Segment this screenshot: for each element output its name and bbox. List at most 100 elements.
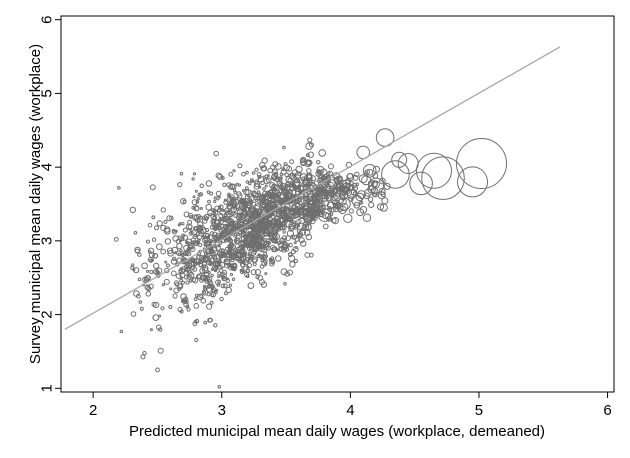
data-point bbox=[223, 198, 227, 202]
x-tick-label: 3 bbox=[218, 402, 226, 419]
data-point bbox=[147, 247, 155, 254]
data-point bbox=[227, 192, 231, 197]
data-point bbox=[262, 175, 266, 180]
data-point bbox=[160, 207, 167, 213]
data-point bbox=[149, 328, 153, 332]
data-point bbox=[304, 160, 312, 168]
data-point bbox=[245, 180, 250, 184]
data-point bbox=[288, 242, 293, 248]
data-point bbox=[391, 151, 408, 168]
data-point bbox=[261, 199, 267, 206]
data-point bbox=[256, 254, 261, 259]
data-point bbox=[195, 200, 200, 204]
data-point bbox=[175, 273, 182, 280]
data-point bbox=[136, 293, 141, 299]
data-point bbox=[284, 184, 291, 191]
y-tick-label: 2 bbox=[39, 310, 56, 318]
data-point bbox=[372, 165, 380, 173]
data-point bbox=[189, 215, 193, 219]
data-point bbox=[269, 237, 275, 242]
data-point bbox=[285, 243, 290, 248]
data-point bbox=[156, 270, 160, 274]
data-point bbox=[224, 213, 228, 218]
data-point bbox=[294, 223, 300, 229]
data-point bbox=[328, 163, 334, 170]
data-point bbox=[362, 213, 372, 222]
data-point bbox=[199, 183, 205, 189]
data-point bbox=[191, 205, 196, 210]
data-point bbox=[318, 149, 327, 157]
data-point bbox=[202, 267, 209, 274]
data-point bbox=[302, 221, 309, 228]
data-point bbox=[201, 289, 209, 296]
data-point bbox=[306, 172, 313, 179]
data-point bbox=[164, 260, 168, 264]
data-point bbox=[210, 273, 214, 278]
data-point bbox=[151, 215, 156, 220]
data-point bbox=[240, 262, 246, 268]
data-point bbox=[240, 212, 244, 216]
data-point bbox=[343, 182, 350, 190]
data-point bbox=[176, 250, 182, 256]
data-point bbox=[284, 172, 289, 177]
data-point bbox=[279, 199, 285, 205]
data-point bbox=[188, 279, 193, 283]
data-point bbox=[156, 267, 163, 274]
data-point bbox=[284, 184, 289, 189]
data-point bbox=[243, 219, 248, 225]
data-point bbox=[271, 228, 279, 236]
data-point bbox=[249, 216, 255, 222]
data-point bbox=[260, 254, 265, 259]
data-point bbox=[272, 169, 278, 175]
data-point bbox=[207, 317, 213, 323]
data-point bbox=[205, 180, 213, 187]
data-point bbox=[305, 142, 313, 150]
data-point bbox=[274, 199, 279, 204]
data-point bbox=[140, 354, 146, 360]
data-point bbox=[309, 142, 314, 148]
data-point bbox=[325, 196, 329, 200]
data-point bbox=[183, 251, 189, 257]
data-point bbox=[154, 225, 159, 231]
data-point bbox=[282, 145, 286, 150]
data-point bbox=[204, 216, 209, 221]
data-point bbox=[220, 217, 225, 222]
data-point bbox=[267, 167, 274, 174]
data-point bbox=[228, 172, 234, 177]
data-point bbox=[317, 208, 332, 222]
data-point bbox=[354, 171, 360, 178]
data-point bbox=[279, 237, 286, 245]
data-point bbox=[293, 258, 298, 264]
data-point bbox=[220, 248, 225, 253]
data-point bbox=[177, 182, 183, 188]
x-axis: 2 3 4 5 6 bbox=[89, 392, 612, 419]
data-point bbox=[273, 233, 280, 241]
data-point bbox=[255, 275, 260, 280]
data-point bbox=[297, 171, 302, 176]
data-point bbox=[197, 260, 201, 264]
data-point bbox=[258, 245, 266, 253]
data-point bbox=[246, 262, 253, 268]
data-point bbox=[264, 184, 268, 188]
data-point bbox=[232, 220, 239, 227]
data-point bbox=[259, 235, 264, 240]
data-point bbox=[178, 269, 182, 273]
data-point bbox=[166, 215, 173, 222]
data-point bbox=[289, 196, 296, 203]
data-point bbox=[197, 238, 201, 242]
data-point bbox=[275, 248, 279, 252]
data-point bbox=[169, 287, 173, 291]
data-point bbox=[246, 213, 250, 217]
data-point bbox=[355, 182, 360, 187]
data-point bbox=[157, 347, 164, 354]
data-point bbox=[152, 314, 160, 322]
data-point bbox=[229, 196, 234, 201]
data-point bbox=[225, 278, 230, 284]
data-point bbox=[277, 209, 283, 215]
data-point bbox=[220, 176, 225, 180]
data-point bbox=[141, 262, 148, 270]
data-point bbox=[293, 241, 297, 245]
data-point bbox=[235, 197, 239, 200]
data-point bbox=[218, 268, 224, 273]
y-axis: 1 2 3 4 5 6 bbox=[39, 16, 61, 392]
